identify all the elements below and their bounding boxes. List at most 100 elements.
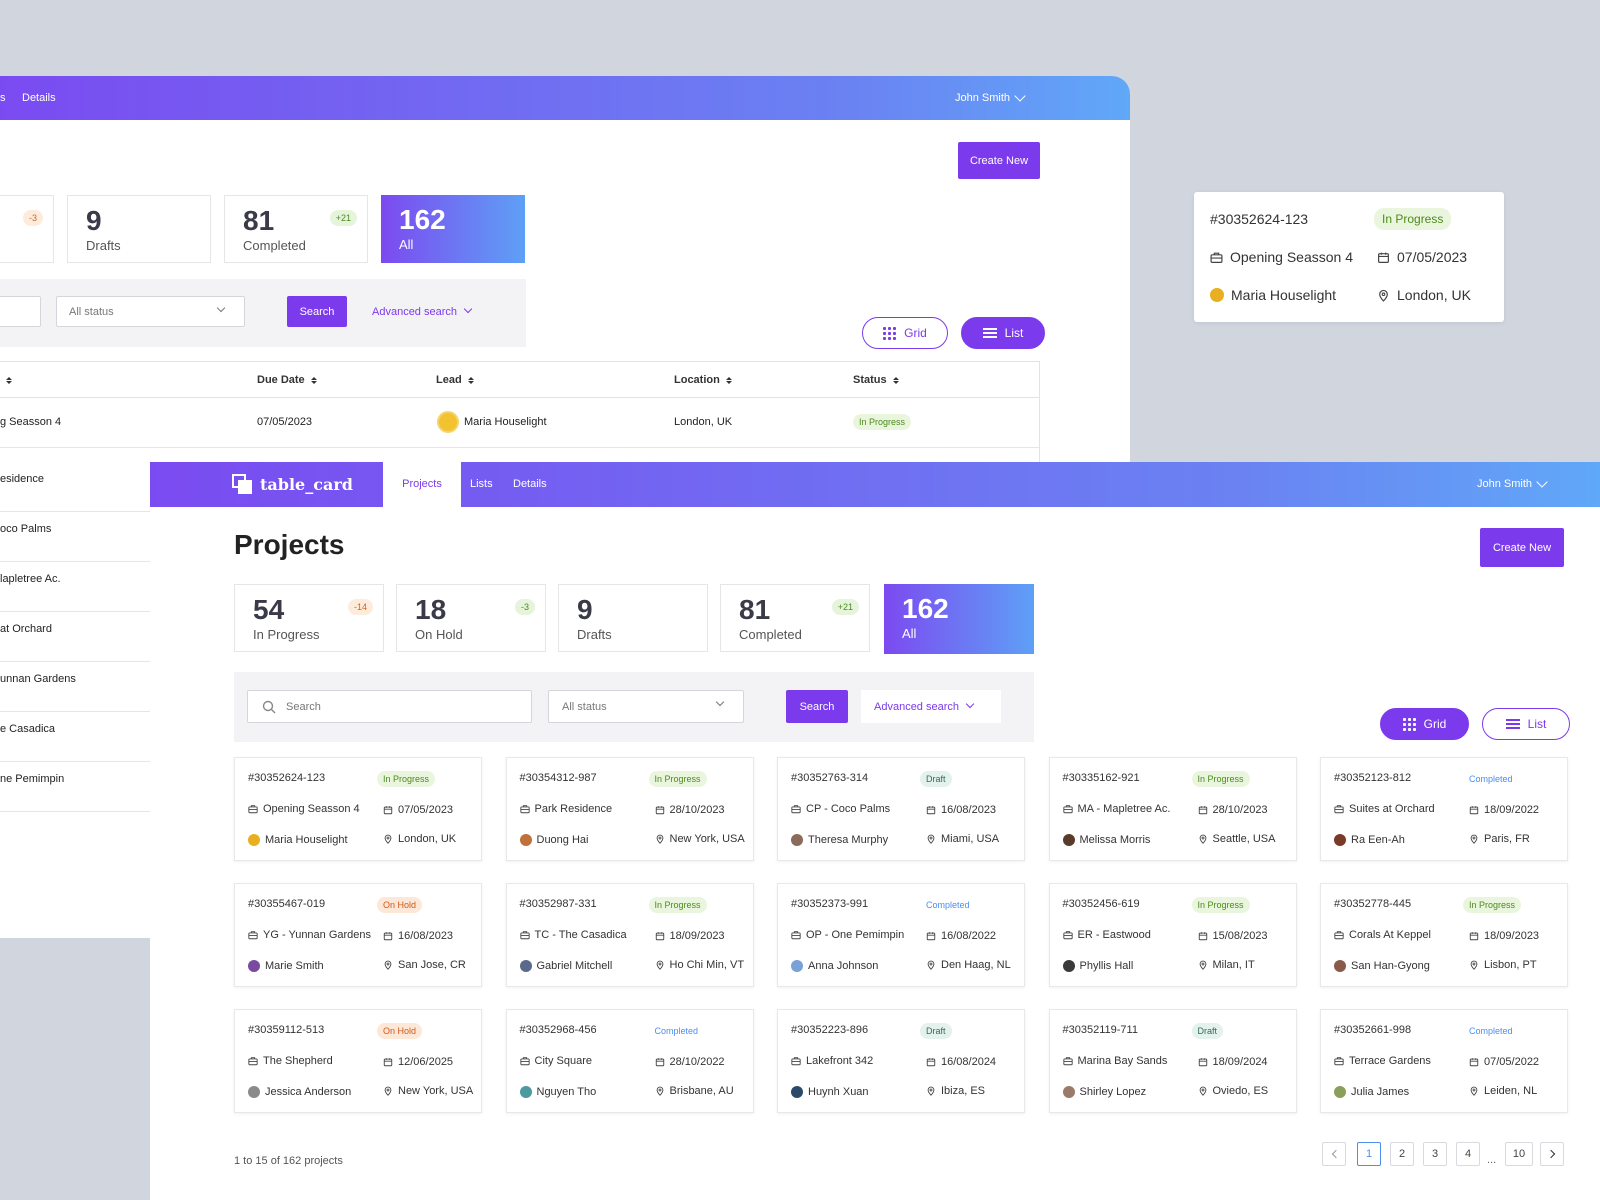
table-row[interactable]: oco Palms xyxy=(0,512,150,562)
page-3[interactable]: 3 xyxy=(1423,1142,1447,1166)
back-nav-details[interactable]: Details xyxy=(22,92,56,104)
briefcase-icon xyxy=(519,931,530,940)
table-row[interactable]: esidence xyxy=(0,462,150,512)
page-4[interactable]: 4 xyxy=(1456,1142,1480,1166)
card-project: Opening Seasson 4 xyxy=(263,803,360,815)
column-status[interactable]: Status xyxy=(853,362,899,398)
stat-in-progress[interactable]: 54 In Progress -14 xyxy=(234,584,384,652)
page-1[interactable]: 1 xyxy=(1357,1142,1381,1166)
back-grid-toggle[interactable]: Grid xyxy=(862,317,948,349)
card-project-row: City Square xyxy=(519,1055,592,1067)
card-date-row: 12/06/2025 xyxy=(383,1056,453,1068)
column-due-date[interactable]: Due Date xyxy=(257,362,317,398)
project-card[interactable]: #30359112-513 On Hold The Shepherd 12/06/20… xyxy=(234,1009,482,1113)
user-menu[interactable]: John Smith xyxy=(1477,462,1548,506)
table-row[interactable]: unnan Gardens xyxy=(0,662,150,712)
calendar-icon xyxy=(383,806,393,815)
project-card[interactable]: #30352778-445 In Progress Corals At Keppel… xyxy=(1320,883,1568,987)
card-lead-row: Maria Houselight xyxy=(1210,287,1336,303)
card-lead: Julia James xyxy=(1351,1086,1410,1098)
back-search-button[interactable]: Search xyxy=(287,296,347,327)
project-card[interactable]: #30352123-812 Completed Suites at Orchard 1… xyxy=(1320,757,1568,861)
stat-completed[interactable]: 81 Completed +21 xyxy=(720,584,870,652)
status-badge: In Progress xyxy=(853,414,912,430)
table-row[interactable]: g Seasson 4 07/05/2023 Maria Houselight … xyxy=(0,398,1039,448)
card-location-row: New York, USA xyxy=(383,1085,473,1097)
grid-view-toggle[interactable]: Grid xyxy=(1380,708,1469,740)
back-stat-completed[interactable]: 81 Completed +21 xyxy=(224,195,368,263)
briefcase-icon xyxy=(791,1057,801,1066)
stat-all[interactable]: 162 All xyxy=(884,584,1034,654)
project-card[interactable]: #30355467-019 On Hold YG - Yunnan Gardens 1… xyxy=(234,883,482,987)
back-advanced-search[interactable]: Advanced search xyxy=(364,296,479,327)
tab-lists[interactable]: Lists xyxy=(470,478,493,490)
tab-projects[interactable]: Projects xyxy=(383,462,461,507)
avatar xyxy=(791,834,803,846)
status-badge: Draft xyxy=(920,771,952,787)
card-lead-row: Ra Een-Ah xyxy=(1334,834,1405,846)
card-date: 16/08/2023 xyxy=(941,804,997,816)
project-card[interactable]: #30352223-896 Draft Lakefront 342 16/08/202… xyxy=(777,1009,1025,1113)
column-location[interactable]: Location xyxy=(674,362,732,398)
project-card[interactable]: #30352119-711 Draft Marina Bay Sands 18/09/… xyxy=(1048,1009,1297,1113)
card-location-row: London, UK xyxy=(383,833,456,845)
project-card[interactable]: #30352968-456 Completed City Square 28/10/2… xyxy=(505,1009,754,1113)
project-card[interactable]: #30352373-991 Completed OP - One Pemimpin 1… xyxy=(777,883,1025,987)
card-date-row: 16/08/2022 xyxy=(926,930,996,942)
project-card[interactable]: #30352763-314 Draft CP - Coco Palms 16/08/2… xyxy=(777,757,1025,861)
back-stat-onhold[interactable]: -3 xyxy=(0,195,54,263)
tab-details[interactable]: Details xyxy=(513,478,547,490)
back-user-menu[interactable]: John Smith xyxy=(955,76,1026,120)
status-select[interactable]: All status xyxy=(548,690,744,723)
back-search-input[interactable] xyxy=(0,296,41,327)
card-lead-row: Maria Houselight xyxy=(248,834,348,846)
project-card[interactable]: #30352456-619 In Progress ER - Eastwood 15/… xyxy=(1048,883,1297,987)
list-label: List xyxy=(1004,326,1024,340)
back-create-new-button[interactable]: Create New xyxy=(958,142,1040,179)
card-location: New York, USA xyxy=(398,1085,474,1097)
table-row[interactable]: ne Pemimpin xyxy=(0,762,150,812)
stat-drafts[interactable]: 9 Drafts xyxy=(558,584,708,652)
card-date: 28/10/2023 xyxy=(669,804,725,816)
card-location-row: Seattle, USA xyxy=(1198,833,1275,845)
card-date-row: 28/10/2023 xyxy=(655,804,725,816)
page-2[interactable]: 2 xyxy=(1390,1142,1414,1166)
card-date-row: 07/05/2023 xyxy=(383,804,453,816)
project-card[interactable]: #30352987-331 In Progress TC - The Casadic… xyxy=(505,883,754,987)
project-card[interactable]: #30352624-123 In Progress Opening Seasson … xyxy=(234,757,482,861)
project-card[interactable]: #30354312-987 In Progress Park Residence 28… xyxy=(505,757,754,861)
page-last[interactable]: 10 xyxy=(1505,1142,1533,1166)
next-page-button[interactable] xyxy=(1540,1142,1564,1166)
detail-card[interactable]: #30352624-123 In Progress Opening Seasso… xyxy=(1194,192,1504,322)
card-id: #30352123-812 xyxy=(1334,772,1412,784)
app-logo[interactable]: table_card xyxy=(232,474,353,494)
status-badge: In Progress xyxy=(1463,897,1522,913)
back-stat-all[interactable]: 162 All xyxy=(381,195,525,263)
calendar-icon xyxy=(383,932,393,941)
card-project: Corals At Keppel xyxy=(1349,929,1431,941)
card-project-row: CP - Coco Palms xyxy=(791,803,890,815)
project-card[interactable]: #30352661-998 Completed Terrace Gardens 07/… xyxy=(1320,1009,1568,1113)
card-date: 16/08/2022 xyxy=(941,930,997,942)
create-new-button[interactable]: Create New xyxy=(1480,528,1564,567)
table-row[interactable]: lapletree Ac. xyxy=(0,562,150,612)
back-nav-partial[interactable]: s xyxy=(0,92,6,104)
stat-on-hold[interactable]: 18 On Hold -3 xyxy=(396,584,546,652)
table-row[interactable]: at Orchard xyxy=(0,612,150,662)
search-input[interactable]: Search xyxy=(247,690,532,723)
stat-number: 18 xyxy=(415,594,447,625)
back-stat-drafts[interactable]: 9 Drafts xyxy=(67,195,211,263)
search-button[interactable]: Search xyxy=(786,690,848,723)
card-location: Ho Chi Min, VT xyxy=(669,959,745,971)
advanced-search-button[interactable]: Advanced search xyxy=(861,690,1001,723)
back-list-toggle[interactable]: List xyxy=(961,317,1045,349)
briefcase-icon xyxy=(791,931,801,940)
project-card[interactable]: #30335162-921 In Progress MA - Mapletree A… xyxy=(1048,757,1297,861)
column-lead[interactable]: Lead xyxy=(436,362,474,398)
card-lead-row: Theresa Murphy xyxy=(791,834,888,846)
table-row[interactable]: e Casadica xyxy=(0,712,150,762)
list-view-toggle[interactable]: List xyxy=(1482,708,1570,740)
back-status-select[interactable]: All status xyxy=(56,296,245,327)
prev-page-button[interactable] xyxy=(1322,1142,1346,1166)
sort-name-icon[interactable] xyxy=(6,362,12,398)
